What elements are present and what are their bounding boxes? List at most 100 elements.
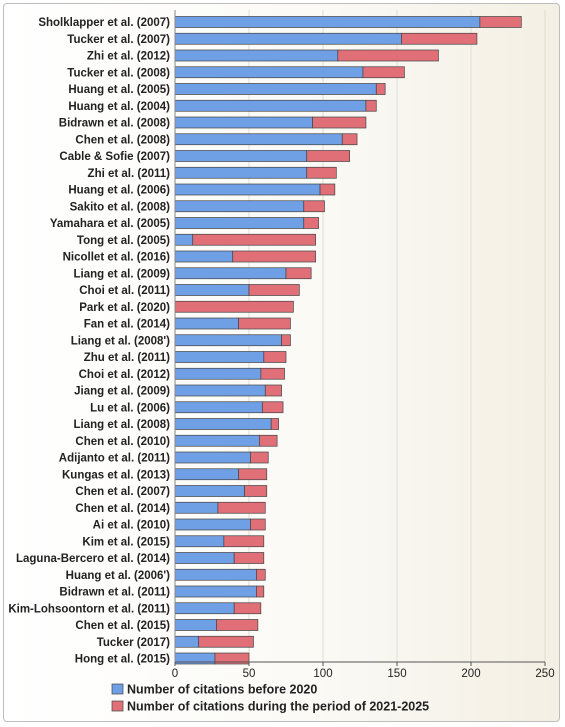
bar-kungas-et-al-2013-series-1 bbox=[174, 468, 239, 481]
bar-choi-et-al-2011-series-2 bbox=[248, 284, 300, 296]
bar-kim-et-al-2015-series-2 bbox=[223, 535, 265, 548]
bar-bidrawn-et-al-2011-series-1 bbox=[174, 585, 257, 598]
bar-kungas-et-al-2013-series-2 bbox=[238, 468, 268, 481]
category-label: Huang et al. (2006') bbox=[66, 570, 171, 582]
category-label: Chen et al. (2015) bbox=[75, 620, 170, 632]
bar-huang-et-al-2006-series-2 bbox=[319, 183, 336, 196]
bar-lu-et-al-2006-series-2 bbox=[261, 401, 284, 414]
bar-sakito-et-al-2008-series-2 bbox=[303, 200, 325, 213]
category-label: Ai et al. (2010) bbox=[93, 520, 171, 532]
bar-chen-et-al-2015-series-1 bbox=[174, 619, 217, 631]
bar-tucker-2017-series-1 bbox=[174, 635, 200, 648]
bar-tong-et-al-2005-series-2 bbox=[192, 233, 316, 246]
bar-zhi-et-al-2012-series-1 bbox=[174, 49, 339, 62]
bar-zhi-et-al-2012-series-2 bbox=[337, 49, 439, 62]
bar-zhu-et-al-2011-series-1 bbox=[174, 351, 265, 363]
bar-chen-et-al-2008-series-1 bbox=[174, 133, 343, 146]
bar-chen-et-al-2014-series-1 bbox=[174, 501, 219, 514]
bar-tong-et-al-2005-series-1 bbox=[174, 233, 194, 246]
category-label: Tucker et al. (2007) bbox=[67, 34, 170, 46]
category-label: Kim et al. (2015) bbox=[82, 536, 170, 548]
category-label: Nicollet et al. (2016) bbox=[63, 252, 171, 264]
bar-ai-et-al-2010-series-1 bbox=[174, 518, 251, 531]
category-label: Tucker (2017) bbox=[97, 637, 170, 649]
category-label: Huang et al. (2004) bbox=[68, 101, 170, 113]
category-label: Kim-Lohsoontorn et al. (2011) bbox=[8, 603, 170, 615]
category-label: Choi et al. (2012) bbox=[79, 369, 171, 381]
bar-sholklapper-et-al-2007-series-2 bbox=[479, 16, 522, 28]
bar-liang-et-al-2009-series-1 bbox=[174, 267, 287, 280]
bar-yamahara-et-al-2005-series-2 bbox=[303, 217, 319, 229]
category-label: Zhi et al. (2012) bbox=[87, 51, 170, 63]
bar-chen-et-al-2010-series-2 bbox=[259, 434, 278, 447]
bar-liang-et-al-2008-series-1 bbox=[174, 334, 282, 347]
bar-chen-et-al-2007-series-2 bbox=[244, 485, 268, 497]
category-labels: Sholklapper et al. (2007) Tucker et al. (… bbox=[8, 17, 170, 666]
bar-bidrawn-et-al-2011-series-2 bbox=[256, 585, 265, 598]
bars bbox=[174, 16, 522, 665]
bar-sakito-et-al-2008-series-1 bbox=[174, 200, 305, 213]
bar-huang-et-al-2004-series-1 bbox=[174, 99, 367, 112]
bar-tucker-et-al-2007-series-2 bbox=[401, 32, 478, 45]
bar-chen-et-al-2008-series-2 bbox=[341, 133, 358, 146]
category-label: Huang et al. (2006) bbox=[68, 185, 170, 197]
category-label: Tong et al. (2005) bbox=[77, 235, 170, 247]
bar-huang-et-al-2006-series-2 bbox=[256, 568, 266, 581]
x-tick-label: 250 bbox=[535, 668, 554, 680]
category-label: Choi et al. (2011) bbox=[79, 285, 170, 297]
bar-zhi-et-al-2011-series-1 bbox=[174, 166, 308, 179]
legend: Number of citations before 2020 Number of… bbox=[111, 683, 429, 714]
category-label: Cable & Sofie (2007) bbox=[59, 151, 170, 163]
bar-zhu-et-al-2011-series-2 bbox=[263, 351, 287, 363]
bar-yamahara-et-al-2005-series-1 bbox=[174, 217, 305, 229]
category-label: Tucker et al. (2008) bbox=[67, 67, 170, 79]
category-label: Hong et al. (2015) bbox=[75, 654, 170, 666]
bar-chen-et-al-2015-series-2 bbox=[216, 619, 259, 631]
category-label: Fan et al. (2014) bbox=[84, 319, 170, 331]
bar-lu-et-al-2006-series-1 bbox=[174, 401, 263, 414]
category-label: Huang et al. (2005) bbox=[68, 84, 170, 96]
legend-swatch-series-2 bbox=[111, 700, 124, 712]
bar-liang-et-al-2009-series-2 bbox=[285, 267, 312, 280]
bar-chen-et-al-2007-series-1 bbox=[174, 485, 245, 497]
category-label: Yamahara et al. (2005) bbox=[50, 218, 170, 230]
category-label: Chen et al. (2010) bbox=[75, 436, 170, 448]
bar-chen-et-al-2014-series-2 bbox=[217, 501, 266, 514]
category-label: Laguna-Bercero et al. (2014) bbox=[16, 553, 170, 565]
bar-adijanto-et-al-2011-series-1 bbox=[174, 451, 251, 464]
category-label: Bidrawn et al. (2011) bbox=[59, 587, 170, 599]
bar-huang-et-al-2005-series-1 bbox=[174, 83, 377, 95]
category-label: Sholklapper et al. (2007) bbox=[38, 17, 170, 29]
bar-huang-et-al-2004-series-2 bbox=[365, 99, 377, 112]
bar-sholklapper-et-al-2007-series-1 bbox=[174, 16, 481, 28]
x-axis: 0 50 100 150 200 250 bbox=[172, 10, 555, 680]
bar-bidrawn-et-al-2008-series-2 bbox=[312, 116, 367, 129]
bar-cable-sofie-2007-series-2 bbox=[306, 150, 350, 162]
bar-choi-et-al-2011-series-1 bbox=[174, 284, 250, 296]
legend-label-series-2: Number of citations during the period of… bbox=[127, 700, 429, 714]
category-label: Zhu et al. (2011) bbox=[84, 352, 170, 364]
bar-laguna-bercero-et-al-2014-series-1 bbox=[174, 552, 235, 564]
bar-choi-et-al-2012-series-1 bbox=[174, 367, 262, 380]
bar-hong-et-al-2015-series-2 bbox=[214, 652, 250, 665]
category-label: Liang et al. (2009) bbox=[73, 268, 170, 280]
bar-tucker-et-al-2008-series-1 bbox=[174, 66, 364, 79]
category-label: Jiang et al. (2009) bbox=[74, 386, 170, 398]
bar-jiang-et-al-2009-series-2 bbox=[264, 384, 282, 397]
bar-tucker-et-al-2008-series-2 bbox=[362, 66, 405, 79]
bar-adijanto-et-al-2011-series-2 bbox=[250, 451, 269, 464]
bar-cable-sofie-2007-series-1 bbox=[174, 150, 308, 162]
bar-nicollet-et-al-2016-series-2 bbox=[232, 250, 316, 263]
bar-choi-et-al-2012-series-2 bbox=[260, 367, 285, 380]
category-label: Zhi et al. (2011) bbox=[88, 168, 171, 180]
bar-tucker-2017-series-2 bbox=[198, 635, 254, 648]
category-label: Lu et al. (2006) bbox=[90, 402, 170, 414]
bar-jiang-et-al-2009-series-1 bbox=[174, 384, 266, 397]
category-label: Chen et al. (2007) bbox=[75, 486, 170, 498]
category-label: Adijanto et al. (2011) bbox=[59, 453, 170, 465]
bar-liang-et-al-2008-series-2 bbox=[270, 418, 279, 430]
bar-kim-lohsoontorn-et-al-2011-series-1 bbox=[174, 602, 235, 615]
bar-huang-et-al-2006-series-1 bbox=[174, 183, 321, 196]
x-tick-label: 100 bbox=[313, 668, 332, 680]
